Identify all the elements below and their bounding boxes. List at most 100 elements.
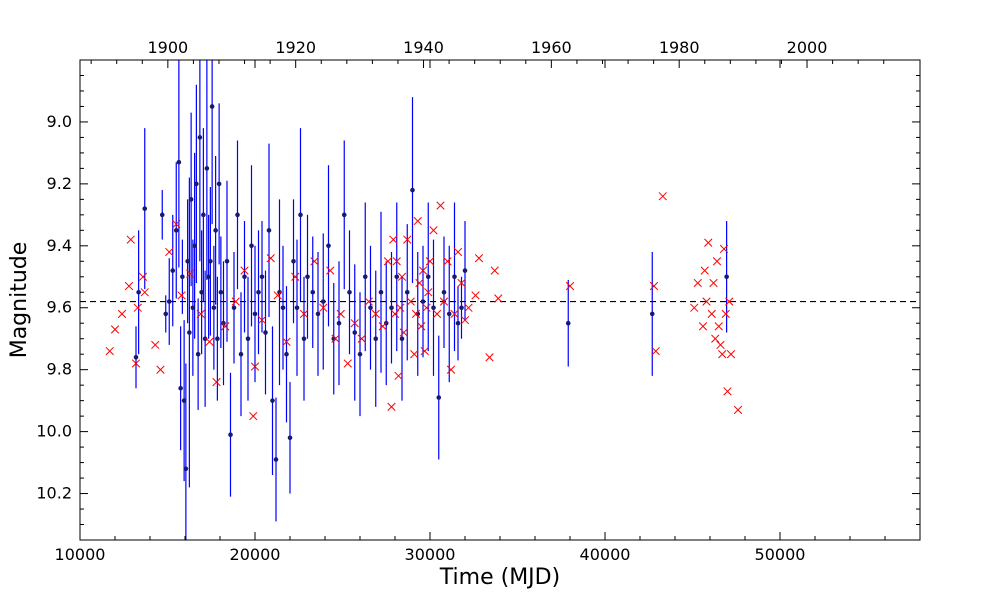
- plot-area: [80, 60, 920, 540]
- data-point: [462, 268, 468, 273]
- data-point: [195, 351, 201, 357]
- data-point: [204, 166, 210, 171]
- year-tick-label: 1920: [275, 38, 316, 57]
- data-point: [216, 181, 222, 187]
- cross-marker: [326, 266, 335, 275]
- data-point: [159, 212, 165, 218]
- cross-marker: [658, 192, 667, 201]
- cross-marker: [378, 322, 387, 331]
- cross-marker: [711, 334, 720, 343]
- cross-marker: [726, 350, 736, 359]
- y-tick-label: 10.0: [36, 422, 72, 441]
- data-point: [218, 289, 224, 295]
- cross-marker: [124, 281, 134, 291]
- data-point: [208, 258, 213, 264]
- cross-marker: [439, 297, 449, 306]
- data-point: [213, 228, 218, 233]
- data-point: [310, 289, 316, 295]
- data-point: [142, 206, 148, 211]
- cross-marker: [410, 350, 419, 359]
- cross-marker: [126, 235, 135, 244]
- data-point: [178, 385, 183, 391]
- data-point: [431, 305, 436, 311]
- cross-marker: [425, 257, 435, 266]
- cross-marker: [383, 257, 393, 266]
- data-point: [249, 243, 254, 249]
- data-point: [245, 336, 251, 342]
- data-point: [263, 330, 268, 335]
- cross-marker: [299, 309, 309, 319]
- cross-marker: [151, 340, 160, 350]
- data-point: [301, 336, 307, 342]
- data-point: [266, 228, 272, 233]
- cross-marker: [221, 322, 230, 331]
- year-tick-label: 1960: [531, 38, 572, 57]
- data-point: [192, 243, 197, 249]
- data-point: [368, 305, 373, 311]
- cross-marker: [723, 387, 732, 396]
- y-tick-label: 10.2: [36, 484, 72, 503]
- cross-marker: [390, 309, 400, 319]
- data-point: [280, 305, 286, 311]
- data-point: [362, 274, 368, 280]
- cross-marker: [110, 325, 120, 334]
- data-point: [133, 354, 139, 360]
- cross-marker: [336, 309, 345, 319]
- data-point: [649, 311, 655, 317]
- data-point: [188, 197, 194, 202]
- cross-marker: [411, 309, 421, 319]
- year-tick-label: 1980: [659, 38, 700, 57]
- data-point: [209, 104, 215, 109]
- cross-marker: [490, 266, 499, 275]
- data-point: [378, 289, 384, 295]
- cross-marker: [364, 297, 373, 306]
- cross-marker: [565, 281, 575, 291]
- data-point: [446, 311, 452, 317]
- cross-marker: [485, 353, 494, 362]
- data-point: [176, 159, 182, 165]
- cross-marker: [424, 288, 433, 297]
- data-point: [357, 351, 363, 357]
- cross-marker: [397, 272, 407, 281]
- cross-marker: [471, 291, 480, 300]
- data-point: [389, 305, 394, 311]
- cross-marker: [117, 309, 127, 319]
- data-point: [420, 299, 426, 304]
- cross-marker: [707, 309, 716, 319]
- cross-marker: [165, 247, 174, 257]
- cross-marker: [403, 235, 412, 244]
- data-point: [183, 466, 189, 472]
- cross-marker: [700, 266, 709, 275]
- data-point: [259, 274, 265, 280]
- data-point: [238, 351, 244, 357]
- data-point: [181, 398, 187, 403]
- cross-marker: [651, 346, 660, 356]
- cross-marker: [387, 402, 396, 411]
- data-point: [565, 320, 571, 326]
- cross-marker: [704, 238, 713, 247]
- y-tick-label: 9.0: [47, 112, 72, 131]
- data-point: [305, 274, 310, 280]
- data-point: [231, 305, 237, 311]
- data-point: [320, 299, 326, 304]
- data-point: [136, 289, 141, 295]
- data-point: [459, 305, 464, 311]
- data-point: [336, 320, 342, 326]
- x-tick-label: 20000: [230, 545, 281, 564]
- data-point: [228, 432, 233, 438]
- cross-marker: [273, 291, 282, 300]
- cross-marker: [453, 247, 463, 257]
- y-tick-label: 9.4: [47, 236, 72, 255]
- data-point: [284, 351, 289, 357]
- x-tick-label: 40000: [580, 545, 631, 564]
- data-point: [724, 274, 729, 280]
- data-point: [277, 289, 282, 295]
- data-point: [211, 305, 217, 311]
- cross-marker: [432, 309, 442, 319]
- cross-marker: [392, 257, 401, 266]
- data-point: [315, 311, 321, 317]
- cross-marker: [413, 216, 422, 226]
- cross-marker: [240, 266, 249, 275]
- data-point: [452, 274, 457, 280]
- cross-marker: [450, 309, 459, 319]
